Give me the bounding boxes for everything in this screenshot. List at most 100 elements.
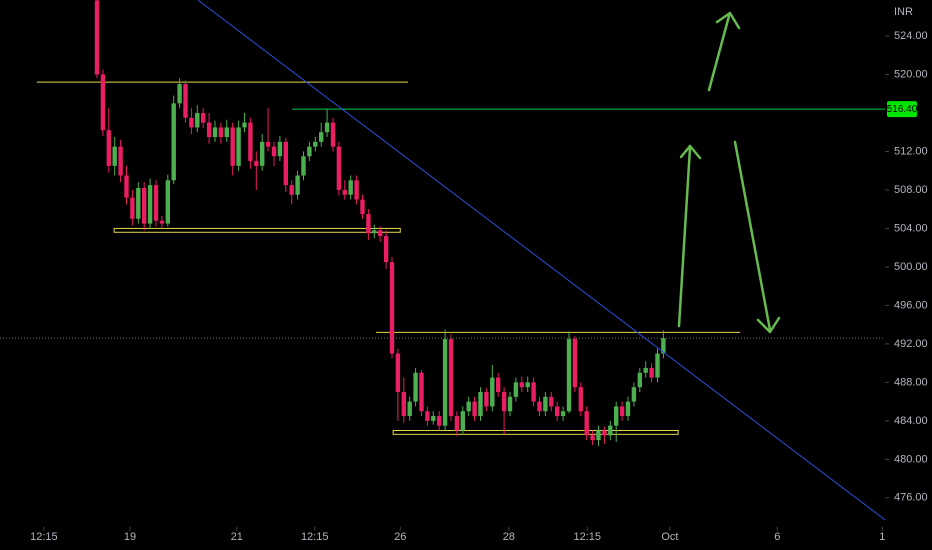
x-tick-label: 28 [503,531,515,543]
candle-body [348,180,353,195]
candle-body [295,175,300,195]
x-tick-label: 21 [231,531,243,543]
candle-body [625,401,631,417]
candle-body [649,367,654,378]
candle-body [354,180,359,200]
candle-body [531,382,536,402]
candle-body [448,339,454,417]
candle-body [165,180,170,224]
y-tick-label: 484.00 [894,415,928,427]
y-tick-label: 496.00 [894,299,928,311]
y-tick-label: 520.00 [894,68,928,80]
candle-body [383,236,389,263]
candle-body [537,401,542,412]
candle-body [549,396,554,407]
candle-body [372,230,377,234]
candle-body [112,146,117,166]
candle-body [360,199,365,214]
x-tick-label: 12:15 [574,531,602,543]
candle-body [324,122,330,133]
candle-body [242,122,247,128]
candle-body [212,127,218,138]
candle-body [377,230,383,237]
candle-body [218,127,224,138]
candle-body [318,132,324,142]
candle-body [501,391,507,412]
arrow [677,146,692,328]
zone [392,429,679,435]
candle-body [460,411,465,431]
candle-body [118,146,123,176]
x-tick-label: 19 [124,531,136,543]
y-tick-label: 476.00 [894,492,928,504]
arrow-head [756,316,781,334]
y-tick-label: 504.00 [894,222,928,234]
candle-body [200,112,206,123]
candle-body [254,161,259,166]
candle-body [578,387,583,412]
candle-body [560,411,566,417]
candle-body [566,339,572,412]
candle-body [655,353,660,378]
candle-body [259,141,265,166]
x-tick-label: 12:15 [30,531,58,543]
y-tick-label: 492.00 [894,338,928,350]
candle-body [478,391,483,417]
x-tick-label: 26 [394,531,406,543]
candle-body [602,430,607,436]
candle-body [484,391,489,407]
candle-body [419,372,424,412]
arrow [707,14,731,92]
candle-body [495,377,501,392]
candle-body [189,117,194,128]
candle-body [637,372,642,388]
arrow-head [715,11,741,30]
y-tick-label: 512.00 [894,145,928,157]
price-label: 516.40 [887,104,918,115]
candle-body [596,430,601,441]
x-tick-label: 12:15 [301,531,329,543]
candle-body [94,0,100,75]
candle-body [248,122,253,162]
candle-body [401,391,406,417]
candle-body [183,84,188,118]
candle-body [124,175,129,198]
candle-body [313,141,318,147]
candle-body [619,406,625,417]
candle-body [631,387,637,402]
candle-body [224,127,229,138]
candle-body [613,406,619,426]
candle-body [159,220,165,224]
candle-body [543,396,548,412]
candle-body [608,425,613,436]
candle-body [147,185,153,224]
candle-body [342,189,347,195]
candle-body [454,416,460,431]
candle-body [490,377,495,407]
annotation-arrows [677,11,781,334]
price-label-box [887,101,917,118]
candle-body [436,416,442,426]
candle-body [265,141,271,147]
candle-body [407,401,412,417]
y-tick-label: 508.00 [894,184,928,196]
candle-body [572,339,578,388]
candle-body [307,146,312,157]
candle-body [195,112,200,128]
y-tick-label: 524.00 [894,30,928,42]
candle-body [643,367,648,373]
candle-body [584,411,589,436]
candle-body [442,339,448,426]
candle-body [472,401,477,417]
candle-body [130,197,135,219]
candle-body [141,188,147,224]
candle-body [425,411,430,421]
candle-body [466,401,471,412]
candle-body [525,382,530,388]
zone [113,227,401,233]
candle-body [554,406,560,417]
candle-body [177,84,182,104]
candle-body [236,127,241,166]
